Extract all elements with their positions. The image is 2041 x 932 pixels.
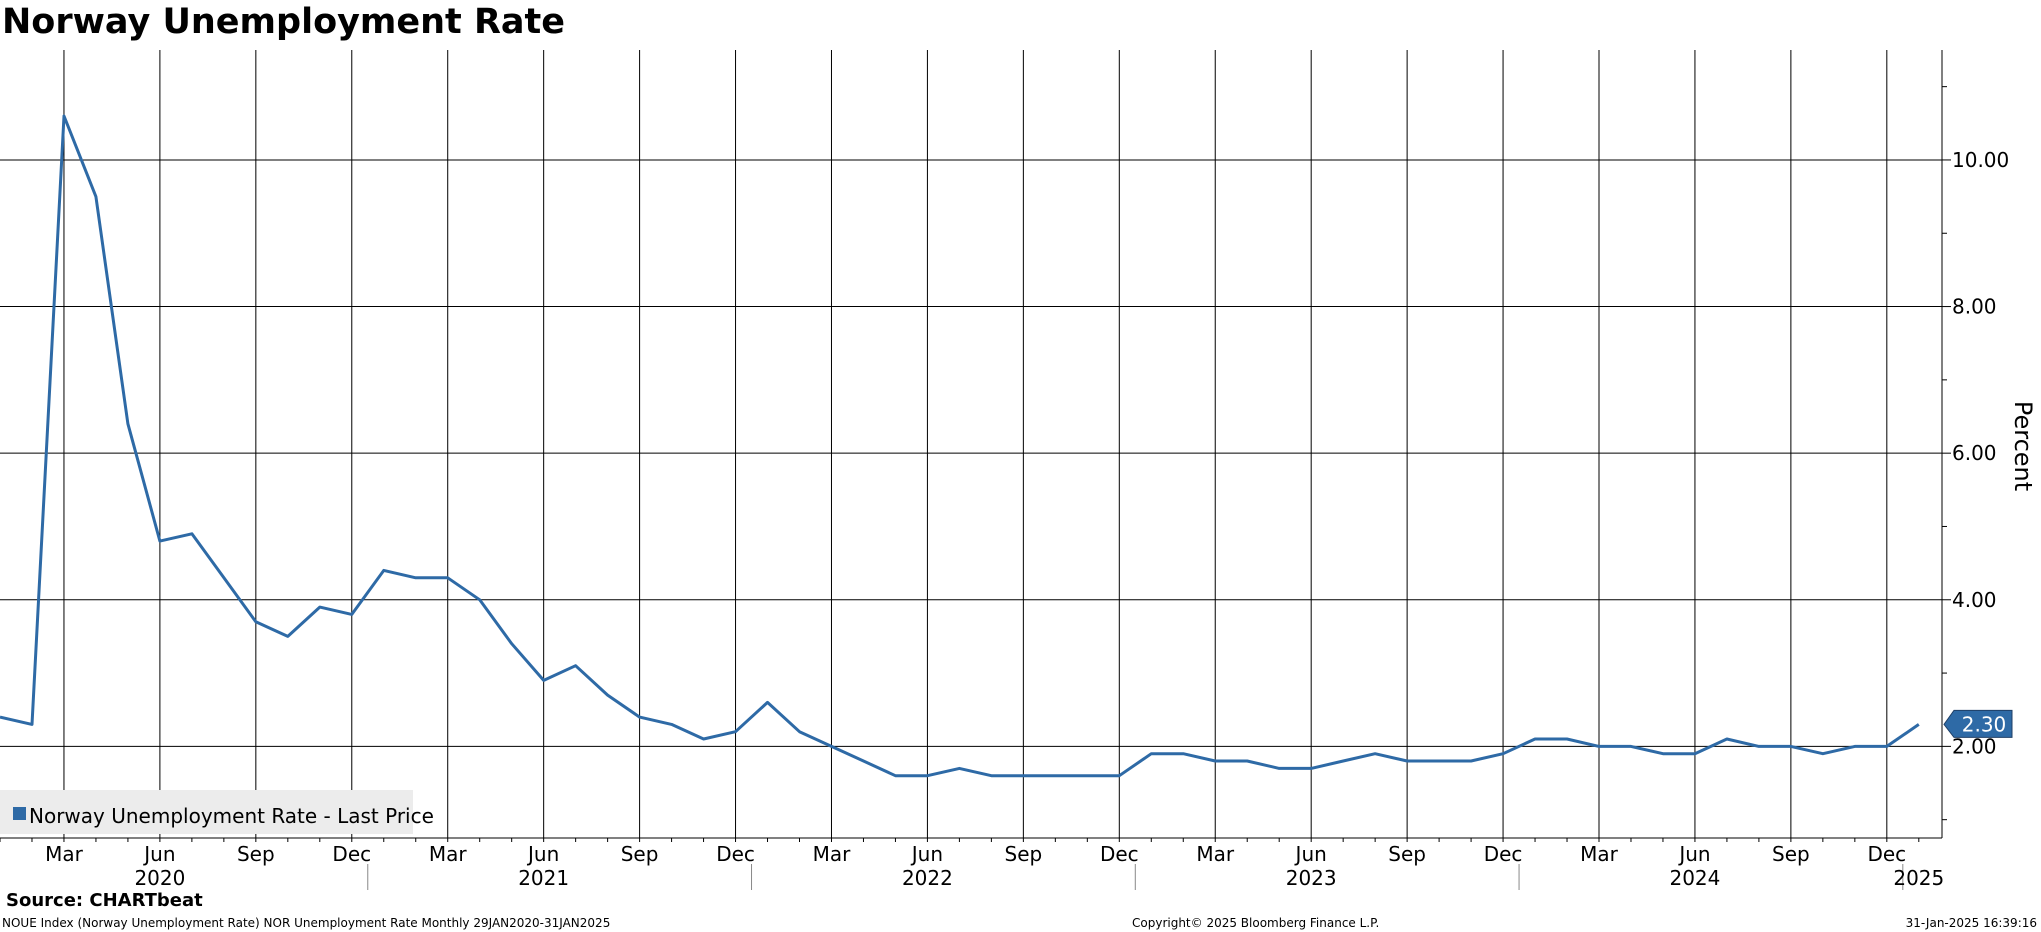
copyright-text: Copyright© 2025 Bloomberg Finance L.P. bbox=[1132, 916, 1380, 930]
x-tick-label: Jun bbox=[526, 842, 559, 866]
y-tick-label: 4.00 bbox=[1952, 588, 1997, 612]
source-label: Source: CHARTbeat bbox=[6, 890, 203, 911]
last-value-flag-shape bbox=[1943, 709, 2013, 738]
x-tick-label: Mar bbox=[813, 842, 852, 866]
axes: 2.00 4.00 6.00 8.00 10.00 Mar Jun Sep Dec Mar Jun S… bbox=[0, 50, 2013, 890]
x-tick-label: Sep bbox=[1388, 842, 1426, 866]
legend: Norway Unemployment Rate - Last Price bbox=[0, 790, 434, 834]
x-tick-label: Mar bbox=[1580, 842, 1619, 866]
x-tick-label: Jun bbox=[1294, 842, 1327, 866]
y-axis-title: Percent bbox=[2009, 401, 2037, 491]
x-tick-label: Mar bbox=[45, 842, 84, 866]
series-line bbox=[0, 114, 1920, 778]
timestamp: 31-Jan-2025 16:39:16 bbox=[1905, 916, 2037, 930]
x-tick-label: Jun bbox=[910, 842, 943, 866]
legend-swatch bbox=[13, 807, 26, 820]
x-tick-label: Jun bbox=[1677, 842, 1710, 866]
x-year-label: 2023 bbox=[1286, 866, 1337, 890]
y-tick-label: 6.00 bbox=[1952, 441, 1997, 465]
legend-background bbox=[0, 790, 413, 834]
x-tick-label: Dec bbox=[1484, 842, 1523, 866]
x-tick-label: Sep bbox=[1005, 842, 1043, 866]
x-tick-label: Dec bbox=[1100, 842, 1139, 866]
chart-title: Norway Unemployment Rate bbox=[2, 2, 566, 42]
x-tick-label: Mar bbox=[1196, 842, 1235, 866]
grid-lines bbox=[0, 50, 1942, 838]
x-tick-label: Sep bbox=[621, 842, 659, 866]
x-year-label: 2025 bbox=[1893, 866, 1944, 890]
last-value-label: 2.30 bbox=[1962, 712, 2007, 736]
x-tick-label: Mar bbox=[429, 842, 468, 866]
x-tick-label: Jun bbox=[142, 842, 175, 866]
x-tick-label: Dec bbox=[332, 842, 371, 866]
x-year-label: 2024 bbox=[1669, 866, 1720, 890]
last-value-flag: 2.30 bbox=[1943, 709, 2013, 738]
x-year-label: 2022 bbox=[902, 866, 953, 890]
y-tick-label: 10.00 bbox=[1952, 148, 2009, 172]
series-layer bbox=[0, 114, 1920, 778]
y-tick-label: 2.00 bbox=[1952, 734, 1997, 758]
x-tick-label: Dec bbox=[1867, 842, 1906, 866]
x-year-label: 2021 bbox=[518, 866, 569, 890]
x-year-label: 2020 bbox=[134, 866, 185, 890]
x-tick-label: Dec bbox=[716, 842, 755, 866]
legend-label: Norway Unemployment Rate - Last Price bbox=[29, 804, 434, 828]
x-tick-label: Sep bbox=[237, 842, 275, 866]
x-tick-label: Sep bbox=[1772, 842, 1810, 866]
ticker-info: NOUE Index (Norway Unemployment Rate) NO… bbox=[2, 916, 611, 930]
y-tick-label: 8.00 bbox=[1952, 295, 1997, 319]
